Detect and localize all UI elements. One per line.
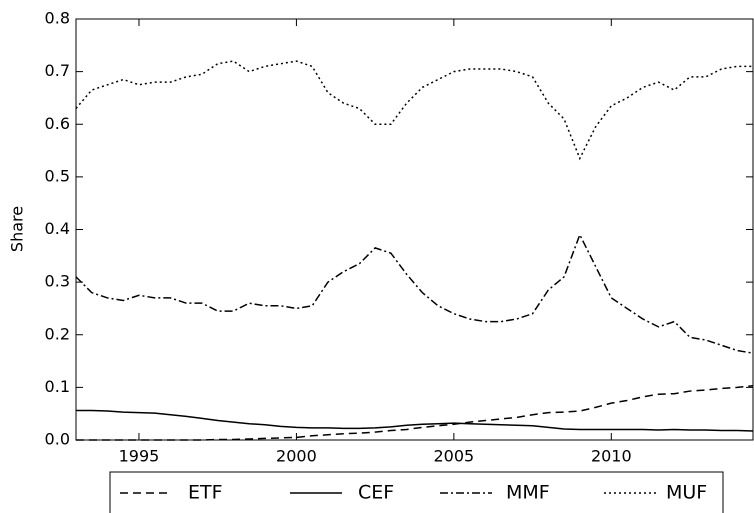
- series-line: [75, 232, 754, 354]
- legend-label: MUF: [666, 482, 707, 504]
- x-tick-label: 2010: [591, 447, 632, 466]
- y-tick-label: 0.5: [45, 166, 70, 185]
- y-axis-label: Share: [8, 206, 27, 252]
- legend-box: [109, 471, 724, 513]
- x-tick-label: 2005: [434, 447, 475, 466]
- x-tick-label: 2000: [276, 447, 317, 466]
- y-tick-label: 0.1: [45, 377, 70, 396]
- y-tick-label: 0.3: [45, 272, 70, 291]
- series-line: [75, 60, 753, 161]
- y-tick-label: 0.0: [45, 430, 70, 449]
- legend-label: ETF: [188, 482, 223, 504]
- x-tick-label: 1995: [119, 447, 160, 466]
- y-tick-label: 0.6: [45, 114, 70, 133]
- y-tick-label: 0.4: [45, 219, 70, 238]
- y-tick-label: 0.2: [45, 324, 70, 343]
- legend-label: MMF: [506, 482, 550, 504]
- series-line: [76, 385, 754, 441]
- series-line: [76, 409, 754, 432]
- y-tick-label: 0.7: [45, 61, 70, 80]
- legend-label: CEF: [358, 482, 394, 504]
- y-tick-label: 0.8: [45, 9, 70, 28]
- plot-frame: [75, 18, 754, 441]
